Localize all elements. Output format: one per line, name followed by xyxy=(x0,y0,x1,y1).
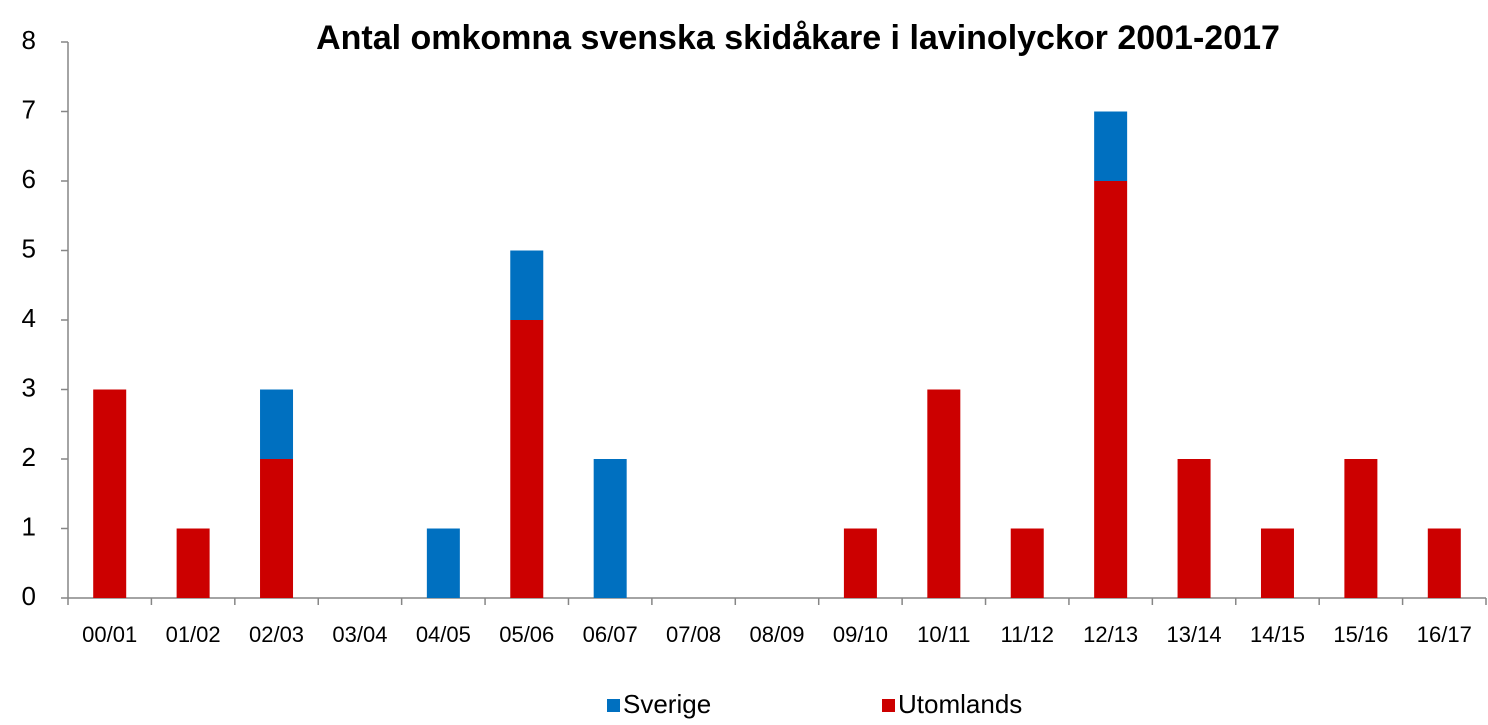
y-tick-label: 0 xyxy=(22,581,36,611)
bar-segment xyxy=(1260,528,1294,598)
bar-segment xyxy=(426,528,460,598)
x-tick-label: 07/08 xyxy=(666,622,721,647)
bar-segment xyxy=(260,389,294,459)
x-tick-label: 02/03 xyxy=(249,622,304,647)
y-tick-label: 3 xyxy=(22,372,36,402)
bar-segment xyxy=(260,459,294,598)
bar-segment xyxy=(510,250,544,320)
bar-segment xyxy=(1094,181,1128,598)
chart-title: Antal omkomna svenska skidåkare i lavino… xyxy=(316,19,1280,57)
bar-segment xyxy=(1427,528,1461,598)
y-tick-label: 7 xyxy=(22,94,36,124)
x-tick-label: 13/14 xyxy=(1167,622,1222,647)
y-tick-label: 5 xyxy=(22,233,36,263)
x-tick-label: 12/13 xyxy=(1083,622,1138,647)
x-tick-label: 03/04 xyxy=(332,622,387,647)
bar-segment xyxy=(1094,111,1128,181)
bar-segment xyxy=(927,389,961,598)
x-tick-label: 08/09 xyxy=(749,622,804,647)
x-tick-label: 05/06 xyxy=(499,622,554,647)
x-tick-label: 06/07 xyxy=(583,622,638,647)
x-tick-label: 09/10 xyxy=(833,622,888,647)
bar-segment xyxy=(93,389,127,598)
x-tick-label: 00/01 xyxy=(82,622,137,647)
legend-swatch xyxy=(882,699,895,712)
legend-label: Sverige xyxy=(623,689,711,719)
y-tick-label: 6 xyxy=(22,164,36,194)
bar-segment xyxy=(510,320,544,598)
legend-swatch xyxy=(607,699,620,712)
y-tick-label: 1 xyxy=(22,511,36,541)
y-tick-label: 2 xyxy=(22,442,36,472)
bar-segment xyxy=(176,528,210,598)
x-tick-label: 14/15 xyxy=(1250,622,1305,647)
y-tick-label: 8 xyxy=(22,25,36,55)
x-tick-label: 11/12 xyxy=(1001,622,1054,647)
x-tick-label: 10/11 xyxy=(917,622,970,647)
bar-segment xyxy=(1344,459,1378,598)
bar-segment xyxy=(1010,528,1044,598)
x-tick-label: 16/17 xyxy=(1417,622,1472,647)
bar-segment xyxy=(1177,459,1211,598)
x-tick-label: 01/02 xyxy=(166,622,221,647)
x-tick-label: 04/05 xyxy=(416,622,471,647)
x-tick-label: 15/16 xyxy=(1333,622,1388,647)
bar-segment xyxy=(843,528,877,598)
y-tick-label: 4 xyxy=(22,303,36,333)
legend-label: Utomlands xyxy=(898,689,1022,719)
bar-segment xyxy=(593,459,627,598)
